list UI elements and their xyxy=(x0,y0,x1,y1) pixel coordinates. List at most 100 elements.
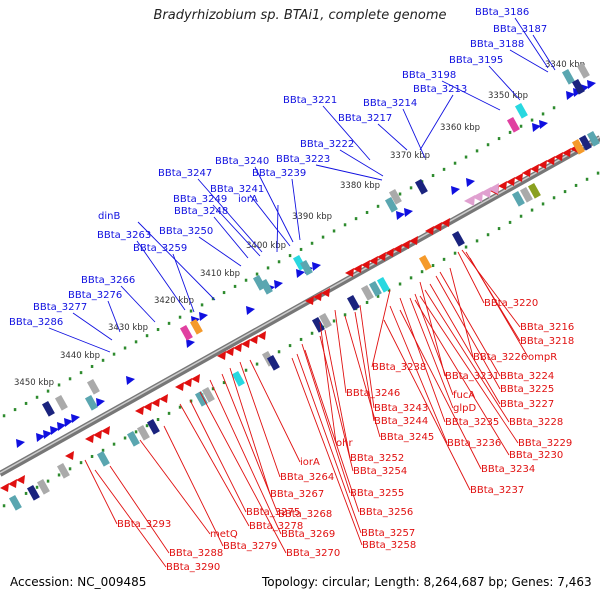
reverse-track-dot xyxy=(343,313,347,317)
reverse-leader-line xyxy=(354,311,375,422)
forward-gene-label: BBta_3187 xyxy=(493,24,547,35)
reverse-track-dot xyxy=(552,196,556,200)
forward-track-dot xyxy=(530,118,534,122)
gene-block xyxy=(84,394,98,411)
reverse-gene-label: BBta_3238 xyxy=(372,362,426,373)
reverse-gene-arrow xyxy=(546,156,555,165)
reverse-leader-line xyxy=(371,289,391,368)
gene-block xyxy=(299,259,313,276)
forward-leader-line xyxy=(291,178,301,241)
forward-leader-line xyxy=(136,240,186,311)
reverse-track-dot xyxy=(24,491,28,495)
reverse-track-dot xyxy=(585,177,589,181)
gene-block xyxy=(189,318,203,335)
reverse-leader-line xyxy=(319,335,354,472)
forward-gene-arrow xyxy=(296,269,305,278)
reverse-gene-arrow xyxy=(135,406,144,415)
reverse-gene-label: BBta_3243 xyxy=(374,403,428,414)
reverse-gene-arrow xyxy=(305,296,314,305)
reverse-gene-label: BBta_3278 xyxy=(249,521,303,532)
gene-block xyxy=(506,116,520,133)
reverse-gene-arrow xyxy=(522,168,531,177)
gene-block-pink xyxy=(472,191,483,202)
forward-gene-arrow xyxy=(199,312,208,321)
reverse-gene-arrow xyxy=(241,339,250,348)
reverse-gene-label: BBta_3279 xyxy=(223,541,277,552)
reverse-leader-line xyxy=(319,321,337,444)
genome-backbone xyxy=(0,135,600,477)
gene-block-pink xyxy=(488,183,499,194)
forward-track-dot xyxy=(409,186,413,190)
kbp-label: 3410 kbp xyxy=(200,269,240,279)
reverse-gene-arrow xyxy=(85,434,94,443)
reverse-gene-arrow xyxy=(377,252,386,261)
forward-track-dot xyxy=(376,204,380,208)
reverse-track-dot xyxy=(255,362,259,366)
reverse-gene-arrow xyxy=(257,331,266,340)
gene-block xyxy=(126,430,140,447)
reverse-gene-label: BBta_3231 xyxy=(445,371,499,382)
reverse-gene-arrow xyxy=(554,152,563,161)
forward-leader-line xyxy=(172,253,195,313)
forward-gene-arrow xyxy=(57,422,66,431)
reverse-gene-label: BBta_3237 xyxy=(470,485,524,496)
reverse-gene-arrow xyxy=(159,394,168,403)
reverse-gene-arrow xyxy=(183,378,192,387)
forward-gene-label: BBta_3266 xyxy=(81,275,135,286)
forward-gene-arrow xyxy=(274,280,283,289)
reverse-track-dot xyxy=(299,337,303,341)
reverse-track-dot xyxy=(68,467,72,471)
forward-gene-label: BBta_3222 xyxy=(300,139,354,150)
reverse-gene-label: BBta_3230 xyxy=(509,450,563,461)
reverse-gene-arrow xyxy=(441,218,450,227)
forward-gene-arrow xyxy=(64,418,73,427)
forward-gene-arrow xyxy=(539,120,548,129)
forward-leader-line xyxy=(377,123,408,151)
reverse-track-dot xyxy=(310,331,314,335)
topology-label: Topology: circular; Length: 8,264,687 bp… xyxy=(262,575,592,589)
forward-leader-line xyxy=(441,80,501,111)
forward-gene-arrow xyxy=(396,211,405,220)
gene-block xyxy=(384,196,398,213)
gene-block xyxy=(86,378,100,395)
reverse-leader-line xyxy=(435,275,501,390)
reverse-gene-label: glpD xyxy=(453,403,476,414)
reverse-leader-line xyxy=(383,319,471,491)
forward-leader-line xyxy=(48,327,111,353)
forward-gene-label: BBta_3186 xyxy=(475,7,529,18)
gene-block xyxy=(266,354,280,371)
forward-track-dot xyxy=(200,303,204,307)
reverse-track-dot xyxy=(101,448,105,452)
reverse-gene-arrow xyxy=(151,398,160,407)
kbp-label: 3380 kbp xyxy=(340,181,380,191)
reverse-leader-line xyxy=(209,379,282,535)
reverse-gene-label: BBta_3255 xyxy=(350,488,404,499)
reverse-leader-line xyxy=(439,271,501,377)
reverse-gene-label: BBta_3235 xyxy=(445,417,499,428)
forward-leader-line xyxy=(213,216,249,259)
genome-backbone-highlight xyxy=(0,136,600,474)
reverse-gene-label: BBta_3225 xyxy=(500,384,554,395)
forward-gene-arrow xyxy=(71,414,80,423)
forward-leader-line xyxy=(276,204,279,253)
reverse-leader-line xyxy=(179,403,250,527)
forward-track-dot xyxy=(508,130,512,134)
reverse-track-dot xyxy=(244,368,248,372)
forward-track-dot xyxy=(277,260,281,264)
forward-track-dot xyxy=(233,284,237,288)
forward-gene-arrow xyxy=(466,178,475,187)
reverse-leader-line xyxy=(399,297,446,423)
forward-track-dot xyxy=(332,229,336,233)
reverse-gene-arrow xyxy=(313,292,322,301)
reverse-gene-label: BBta_3268 xyxy=(278,509,332,520)
forward-track-dot xyxy=(343,223,347,227)
reverse-leader-line xyxy=(221,373,279,515)
reverse-gene-label: BBta_3270 xyxy=(286,548,340,559)
kbp-label: 3340 kbp xyxy=(545,60,585,70)
kbp-label: 3440 kbp xyxy=(60,351,100,361)
forward-gene-arrow xyxy=(96,398,105,407)
kbp-label: 3430 kbp xyxy=(108,323,148,333)
forward-gene-label: BBta_3198 xyxy=(402,70,456,81)
reverse-leader-line xyxy=(301,343,351,494)
gene-block xyxy=(259,278,273,295)
